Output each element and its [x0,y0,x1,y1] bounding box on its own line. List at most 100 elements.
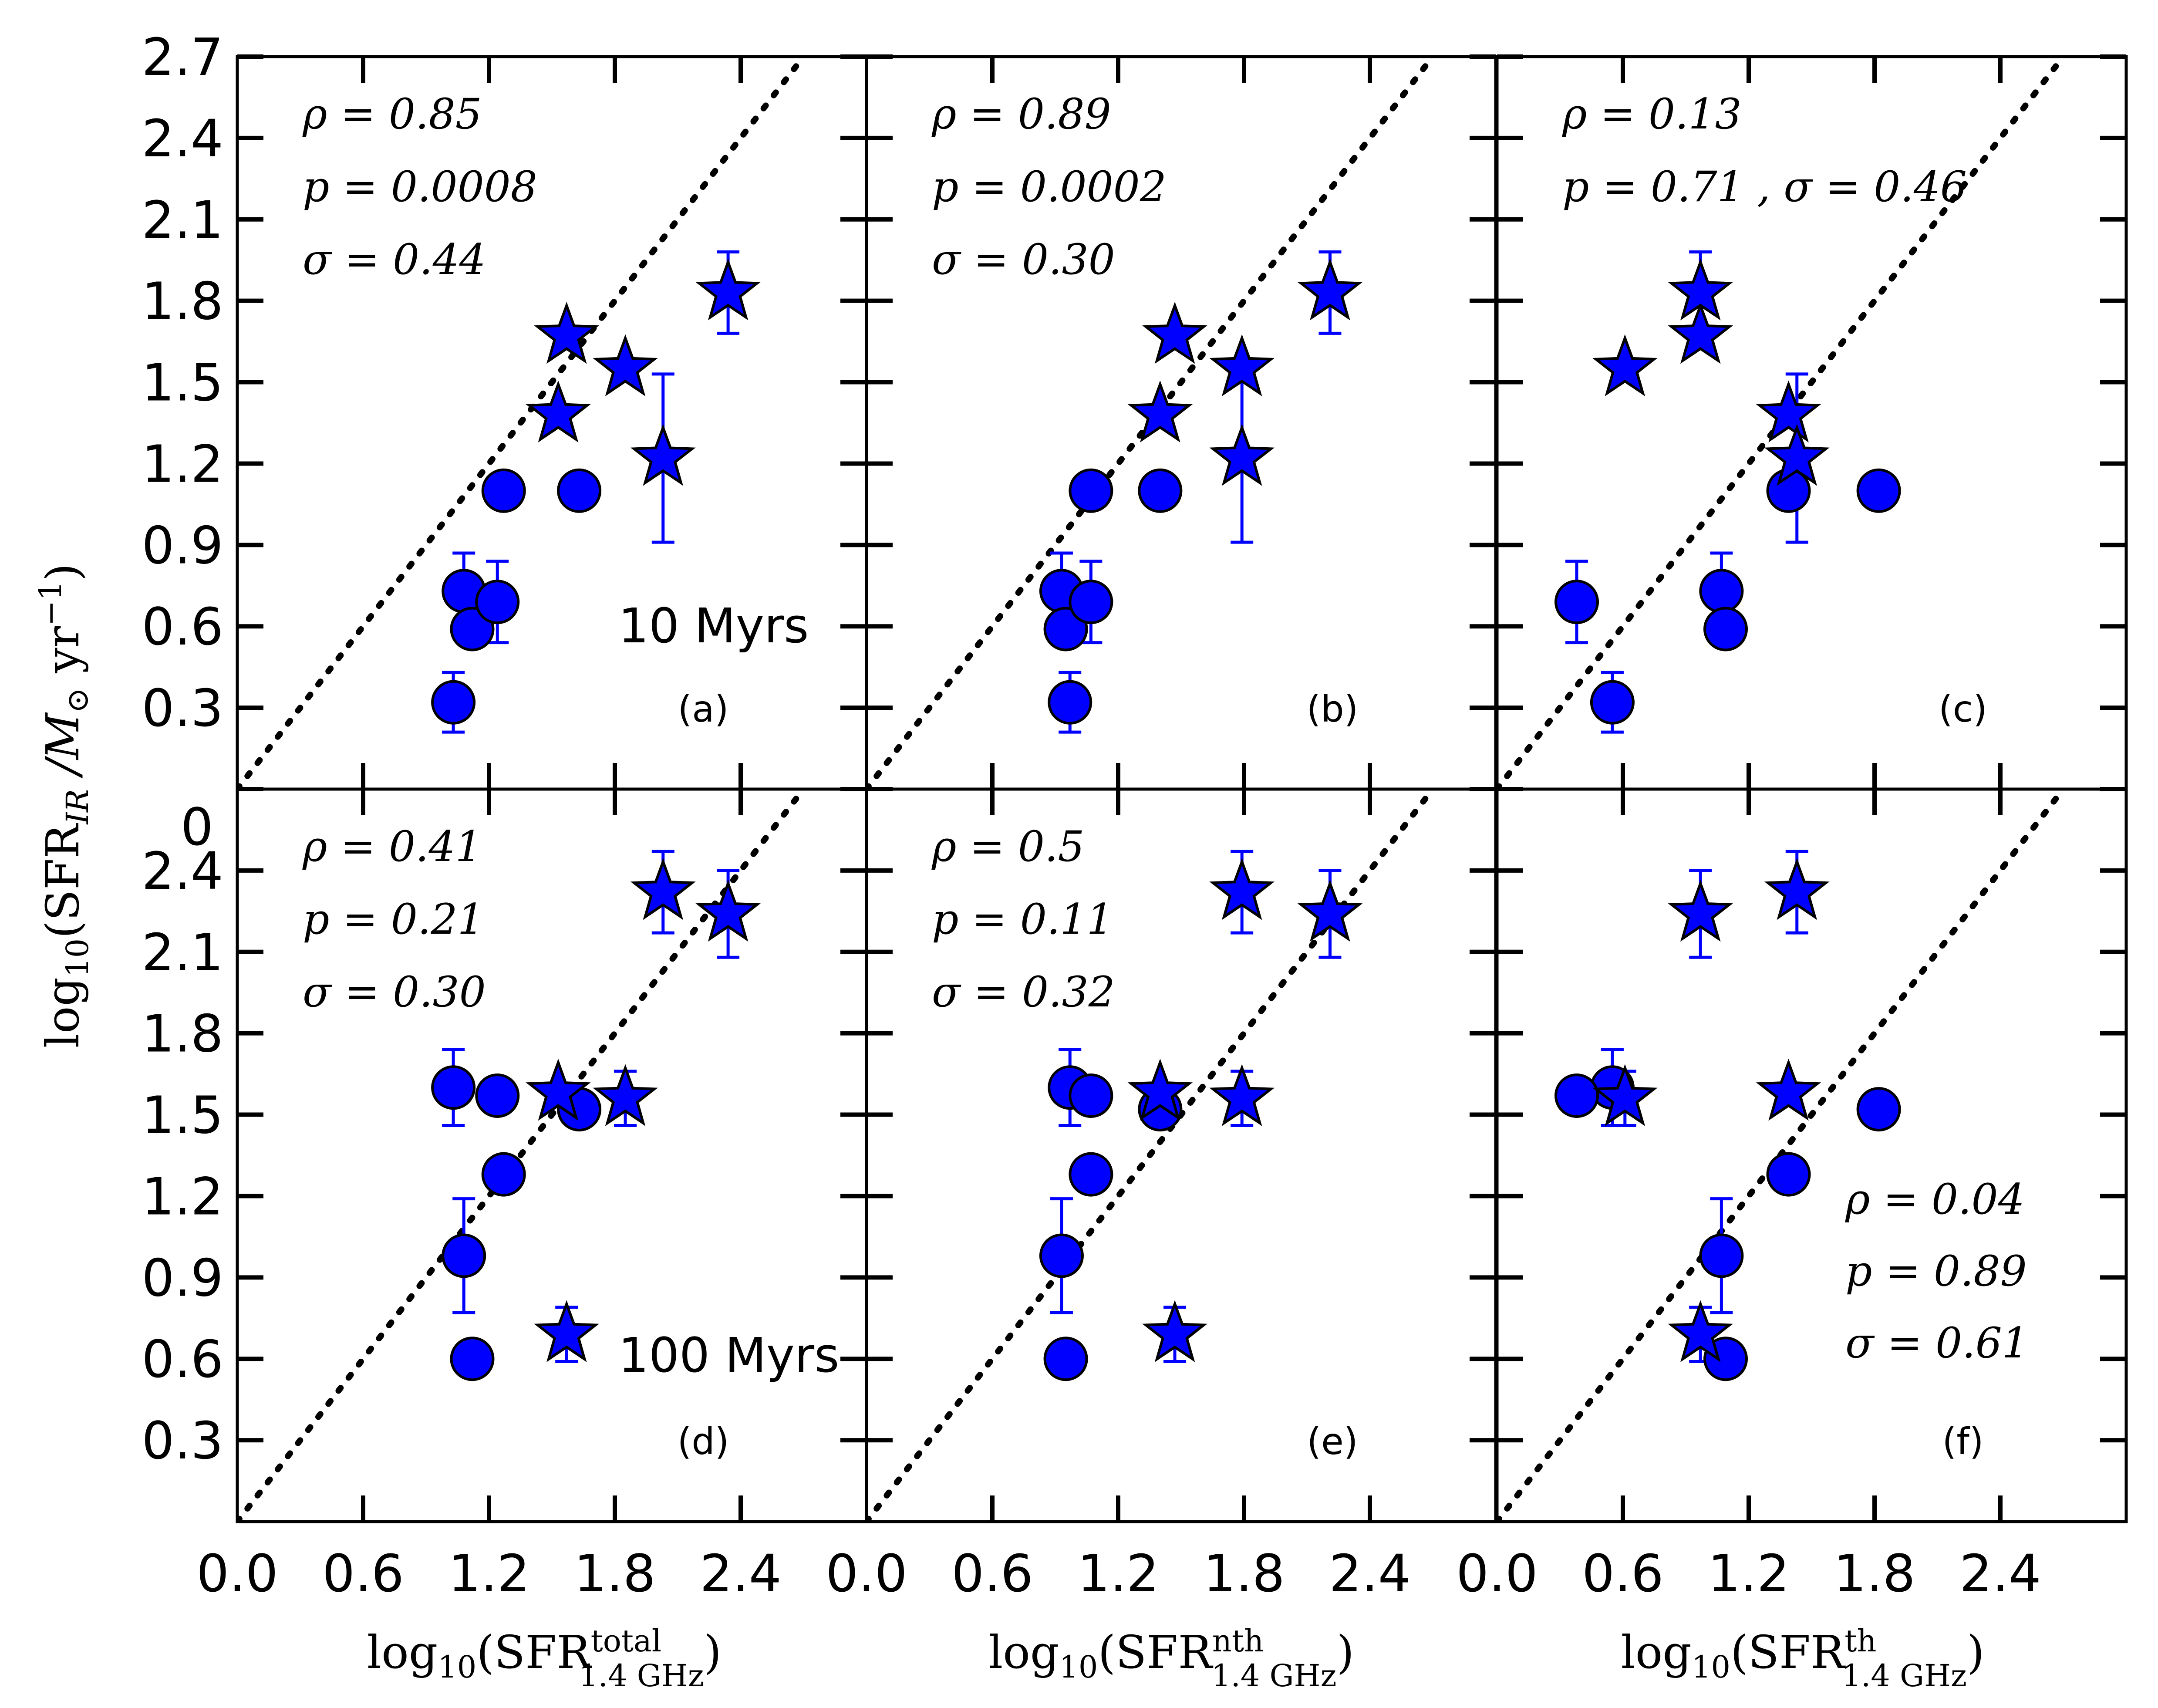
circle-marker [1069,580,1113,624]
y-tick-label: 1.8 [142,271,223,331]
circle-marker [475,1073,520,1118]
stats-label: p = 0.11 [932,895,1113,944]
star-marker [534,301,600,364]
one-to-one-line [237,57,807,789]
stats-label: ρ = 0.89 [931,90,1111,138]
x-tick-label: 0.6 [322,1543,404,1603]
star-marker [1142,301,1207,364]
star-marker [1592,334,1658,397]
panel-letter: (c) [1939,688,1987,730]
panel-frame [1495,787,2128,1523]
x-tick-label: 2.4 [1329,1543,1411,1603]
stats-label: σ = 0.30 [932,235,1115,284]
top-row-extra-tick-label: 0 [181,797,213,857]
circle-marker [1069,468,1113,513]
circle-marker [1069,1152,1113,1197]
x-tick-label: 1.2 [448,1543,530,1603]
x-tick-label: 1.8 [574,1543,656,1603]
y-tick-label: 1.5 [142,353,223,413]
stats-label: p = 0.71 , σ = 0.46 [1562,162,1967,211]
panel-letter: (d) [678,1420,729,1463]
y-tick-label: 0.3 [142,1411,223,1471]
stats-label: ρ = 0.85 [302,90,482,138]
x-axis-title-total: log10(SFRtotal 1.4 GHz) [367,1623,722,1694]
y-tick-label: 1.8 [142,1004,223,1064]
y-tick-label: 0.9 [142,515,223,575]
epoch-label-100myrs: 100 Myrs [618,1327,839,1383]
x-tick-label: 1.2 [1708,1543,1790,1603]
one-to-one-line [237,789,807,1522]
stats-label: σ = 0.44 [303,235,486,284]
star-marker [526,380,591,442]
x-tick-label: 0.6 [951,1543,1033,1603]
panels-group: 0.3 0.6 0.9 1.2 1.5 1.8 2.1 2.4 2.7 ρ = 0.85 p = 0… [142,27,2128,1603]
circle-marker [450,1337,495,1381]
star-marker [1668,1300,1733,1362]
star-marker [1297,879,1363,942]
star-marker [1209,424,1275,486]
y-axis-title: log10(SFRIR /M⊙ yr−1) [33,564,95,1048]
circle-marker [475,580,520,624]
panel-contents [1497,57,2067,789]
stats-label: ρ = 0.13 [1562,90,1742,138]
stats-label: σ = 0.30 [303,968,486,1016]
y-tick-label: 1.2 [142,434,223,494]
panel-contents [1497,789,2067,1522]
circle-marker [1043,607,1088,651]
circle-marker [1138,468,1183,513]
panel-letter: (a) [678,688,728,730]
star-marker [1764,424,1830,486]
circle-marker [431,1065,476,1110]
panel-f: 0.0 0.6 1.2 1.8 2.4 ρ = 0.04 p = 0.89 σ = 0.61 (… [1456,787,2128,1603]
y-tick-label: 2.7 [142,27,223,87]
epoch-label-10myrs: 10 Myrs [618,598,809,654]
y-tick-label: 2.4 [142,108,223,169]
y-tick-label: 1.5 [142,1085,223,1145]
star-marker [1142,1300,1207,1362]
x-tick-label: 0.0 [1456,1543,1538,1603]
circle-marker [450,607,495,651]
circle-marker [481,468,526,513]
star-marker [534,1300,600,1362]
circle-marker [1590,680,1635,725]
y-tick-label: 2.1 [142,190,223,250]
panel-d: 0.3 0.6 0.9 1.2 1.5 1.8 2.1 2.4 0.0 0.6 1.2 1.8 2.4 ρ… [142,787,868,1603]
star-marker [1127,380,1193,442]
star-marker [1668,258,1733,321]
circle-marker [1554,1073,1599,1118]
y-tick-label: 0.6 [142,597,223,657]
star-marker [1209,334,1275,397]
star-marker [526,1058,591,1121]
star-marker [695,879,761,942]
star-marker [1209,857,1275,920]
panel-letter: (b) [1307,688,1359,730]
x-tick-label: 1.8 [1203,1543,1285,1603]
panel-c: ρ = 0.13 p = 0.71 , σ = 0.46 (c) [1495,54,2128,791]
x-tick-label: 2.4 [700,1543,782,1603]
circle-marker [1856,1087,1901,1132]
circle-marker [1069,1073,1113,1118]
circle-marker [1048,680,1092,725]
stats-label: p = 0.89 [1845,1247,2027,1296]
star-marker [1297,258,1363,321]
x-axis-title-nth: log10(SFRnth 1.4 GHz) [988,1623,1354,1694]
circle-marker [1554,580,1599,624]
stats-label: σ = 0.61 [1845,1319,2029,1367]
panel-contents [867,57,1436,789]
panel-b: ρ = 0.89 p = 0.0002 σ = 0.30 (b) [865,54,1497,791]
star-marker [695,258,761,321]
panel-e: 0.0 0.6 1.2 1.8 2.4 ρ = 0.5 p = 0.11 σ = 0.32 (e… [826,787,1497,1603]
star-marker [630,424,696,486]
y-tick-label: 2.4 [142,841,223,901]
circle-marker [1043,1337,1088,1381]
x-axis-title-th: log10(SFRth 1.4 GHz) [1621,1623,1984,1694]
panel-letter: (e) [1307,1420,1358,1463]
stats-label: ρ = 0.5 [931,822,1085,871]
y-tick-label: 0.6 [142,1329,223,1389]
circle-marker [1766,1152,1811,1197]
star-marker [1756,380,1821,442]
star-marker [1668,879,1733,942]
circle-marker [442,1233,486,1278]
stats-label: p = 0.0008 [303,162,537,211]
circle-marker [1699,569,1744,614]
